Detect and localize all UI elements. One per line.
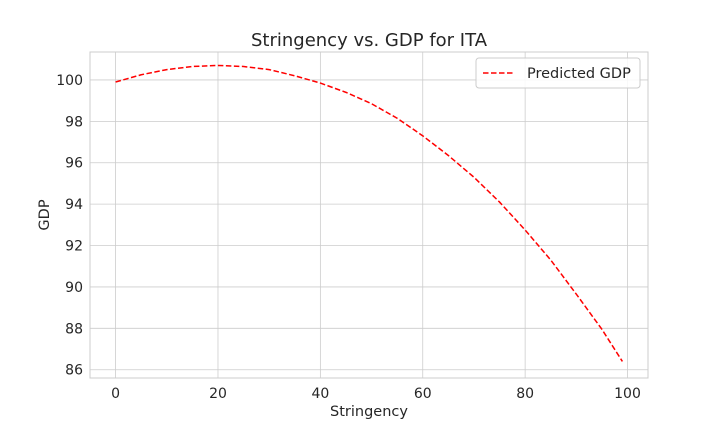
y-tick-label: 96 bbox=[65, 156, 83, 172]
legend-label: Predicted GDP bbox=[527, 66, 631, 82]
x-tick-label: 20 bbox=[209, 386, 227, 402]
legend-box bbox=[475, 57, 641, 89]
x-tick-label: 40 bbox=[311, 386, 329, 402]
plot-area bbox=[90, 52, 648, 378]
x-tick-label: 60 bbox=[414, 386, 432, 402]
y-tick-label: 100 bbox=[56, 73, 83, 89]
y-tick-label: 90 bbox=[65, 280, 83, 296]
x-tick-label: 0 bbox=[111, 386, 120, 402]
series-line-predicted-gdp bbox=[115, 64, 624, 362]
series-layer bbox=[115, 64, 624, 362]
y-tick-label: 88 bbox=[65, 321, 83, 337]
x-tick-labels: 0 20 40 60 80 100 bbox=[111, 386, 641, 402]
y-tick-label: 94 bbox=[65, 197, 83, 213]
x-tick-label: 100 bbox=[614, 386, 641, 402]
y-tick-label: 86 bbox=[65, 363, 83, 379]
chart-title: Stringency vs. GDP for ITA bbox=[251, 30, 488, 51]
y-tick-label: 92 bbox=[65, 239, 83, 255]
plot-frame bbox=[89, 51, 649, 379]
x-axis-label: Stringency bbox=[330, 404, 408, 420]
x-tick-label: 80 bbox=[516, 386, 534, 402]
y-tick-label: 98 bbox=[65, 114, 83, 130]
y-axis-label: GDP bbox=[37, 199, 53, 230]
y-tick-labels: 86 88 90 92 94 96 98 100 bbox=[56, 73, 83, 379]
legend: Predicted GDP bbox=[475, 57, 641, 89]
